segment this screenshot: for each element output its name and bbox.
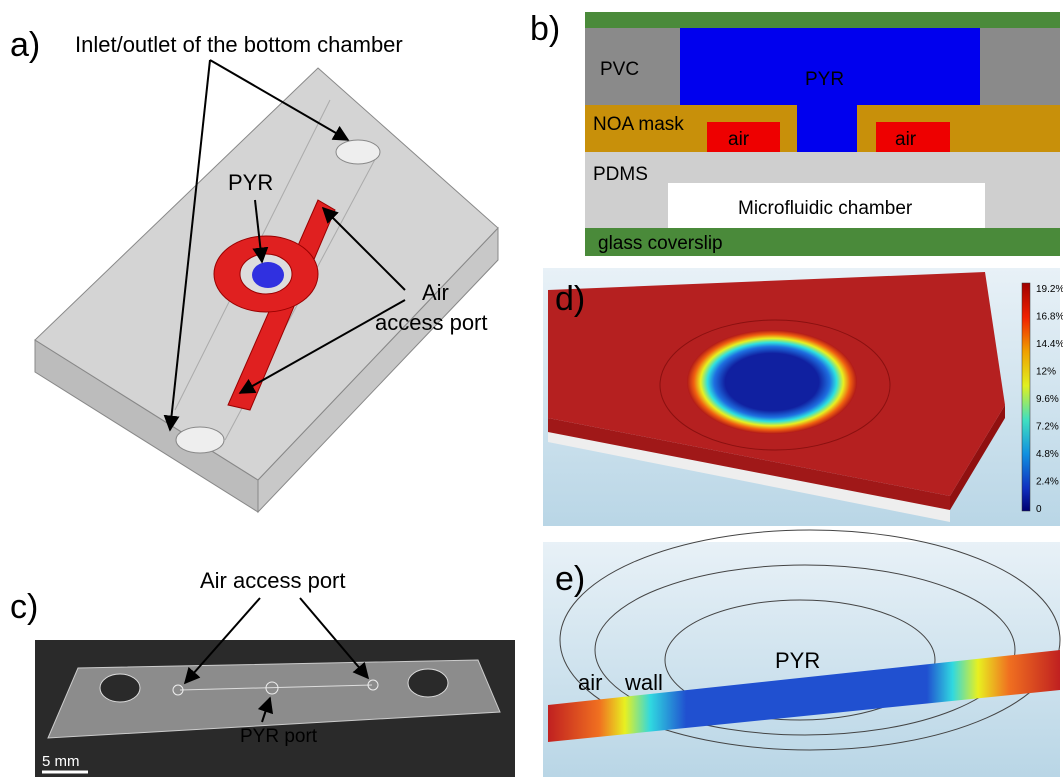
panel-label: d) (555, 280, 585, 318)
colorbar (1022, 283, 1030, 511)
colorbar-label: 4.8% (1036, 449, 1059, 460)
annotation: Air access port (200, 568, 346, 593)
label: air (578, 670, 602, 695)
outlet-hole (176, 427, 224, 453)
label: PVC (600, 59, 639, 80)
colorbar-label: 2.4% (1036, 477, 1059, 488)
layer (585, 12, 1060, 28)
colorbar-label: 16.8% (1036, 312, 1063, 323)
panel-label: a) (10, 26, 40, 64)
annotation: Inlet/outlet of the bottom chamber (75, 32, 403, 57)
concentration-map (687, 330, 857, 434)
pyr-well (252, 262, 284, 288)
label: wall (624, 670, 663, 695)
panel-c: c) Air access port PYR port 5 mm (10, 568, 515, 777)
scale-label: 5 mm (42, 753, 80, 770)
pyr (797, 105, 857, 152)
inlet-hole (336, 140, 380, 164)
panel-a: a) Inlet/outlet of the bottom chamber PY… (10, 26, 498, 512)
label: PYR (805, 69, 844, 90)
colorbar-label: 19.2% (1036, 284, 1063, 295)
hole (100, 674, 140, 702)
label: PDMS (593, 164, 648, 185)
colorbar-label: 14.4% (1036, 339, 1063, 350)
label: glass coverslip (598, 233, 723, 254)
pyr (680, 28, 980, 105)
panel-label: e) (555, 560, 585, 598)
annotation: PYR (228, 170, 273, 195)
colorbar-label: 9.6% (1036, 394, 1059, 405)
panel-label: c) (10, 588, 38, 626)
label: Microfluidic chamber (738, 198, 913, 219)
figure: a) Inlet/outlet of the bottom chamber PY… (0, 0, 1063, 777)
panel-d: d) 19.2% 16.8% 14.4% 12% 9.6% 7.2% 4.8% 2.4% 0 (543, 268, 1063, 526)
annotation: access port (375, 310, 488, 335)
label: NOA mask (593, 114, 684, 135)
panel-e: e) air wall PYR (543, 530, 1060, 777)
label: PYR (775, 648, 820, 673)
hole (408, 669, 448, 697)
colorbar-label: 12% (1036, 367, 1056, 378)
label: air (895, 129, 917, 150)
colorbar-label: 0 (1036, 504, 1042, 515)
annotation: Air (422, 280, 449, 305)
panel-b: b) PVC PYR NOA mask air air PDMS Microfl… (530, 10, 1060, 256)
panel-label: b) (530, 10, 560, 48)
colorbar-label: 7.2% (1036, 422, 1059, 433)
label: air (728, 129, 750, 150)
annotation: PYR port (240, 726, 318, 747)
